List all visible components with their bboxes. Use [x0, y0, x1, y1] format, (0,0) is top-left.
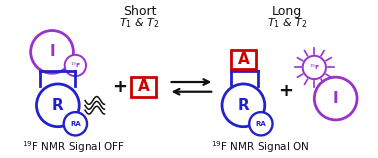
- Text: $T_1$ & $T_2$: $T_1$ & $T_2$: [267, 16, 307, 30]
- Text: RA: RA: [70, 121, 81, 127]
- Circle shape: [222, 84, 265, 127]
- Circle shape: [314, 77, 357, 120]
- Circle shape: [249, 112, 273, 135]
- Circle shape: [31, 30, 73, 73]
- Bar: [231, 50, 256, 69]
- Text: Short: Short: [123, 5, 156, 18]
- Circle shape: [65, 55, 86, 76]
- Text: $^{19}$F: $^{19}$F: [308, 63, 320, 72]
- Text: R: R: [237, 98, 249, 113]
- Text: Long: Long: [272, 5, 302, 18]
- Bar: [131, 77, 156, 97]
- Circle shape: [64, 112, 87, 135]
- Circle shape: [37, 84, 79, 127]
- Text: A: A: [237, 52, 249, 67]
- Text: I: I: [49, 44, 55, 59]
- Text: $^{19}$F NMR Signal OFF: $^{19}$F NMR Signal OFF: [22, 139, 125, 155]
- Text: RA: RA: [256, 121, 266, 127]
- Text: $T_1$ & $T_2$: $T_1$ & $T_2$: [119, 16, 160, 30]
- Text: +: +: [113, 78, 127, 96]
- Text: +: +: [278, 82, 293, 100]
- Circle shape: [303, 56, 326, 79]
- Text: I: I: [333, 91, 338, 106]
- Text: $^{19}$F: $^{19}$F: [70, 61, 81, 70]
- Text: R: R: [52, 98, 64, 113]
- Text: A: A: [138, 79, 149, 94]
- Text: $^{19}$F NMR Signal ON: $^{19}$F NMR Signal ON: [211, 139, 309, 155]
